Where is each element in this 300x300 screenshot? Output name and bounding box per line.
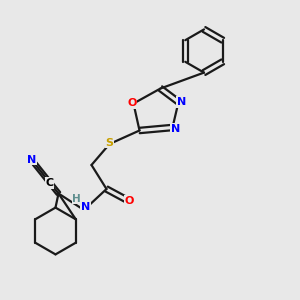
Text: O: O <box>127 98 137 109</box>
Text: C: C <box>45 178 54 188</box>
Text: N: N <box>171 124 180 134</box>
Text: H: H <box>72 194 81 204</box>
Text: N: N <box>27 155 36 165</box>
Text: N: N <box>177 97 186 107</box>
Text: S: S <box>106 137 113 148</box>
Text: O: O <box>124 196 134 206</box>
Text: N: N <box>81 202 90 212</box>
